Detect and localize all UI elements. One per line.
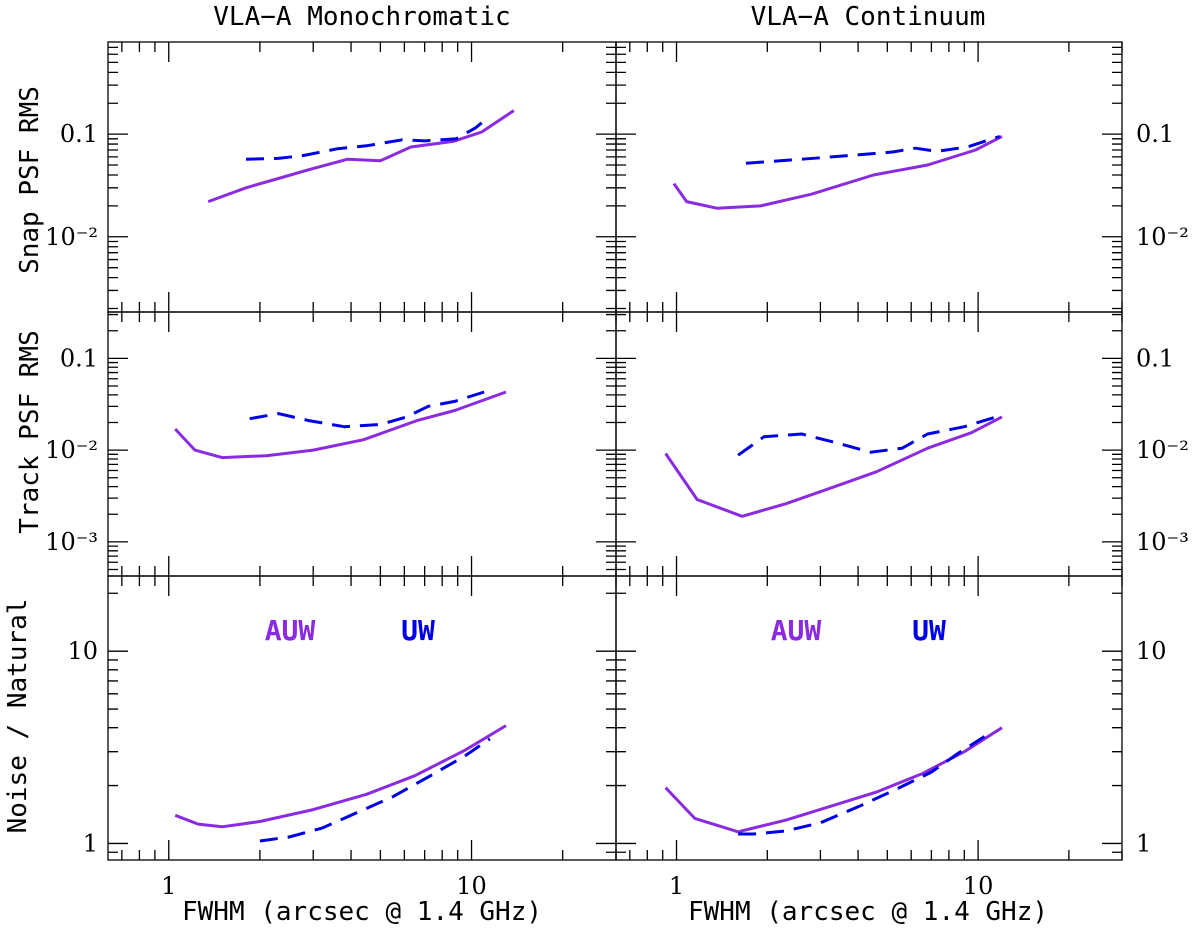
xlabel-right: FWHM (arcsec @ 1.4 GHz)	[688, 897, 1048, 927]
y-tick-label: 10	[1136, 637, 1167, 665]
legend-auw-right: AUW	[771, 614, 822, 647]
panel-snap-continuum: 10⁻² 0.1	[615, 41, 1189, 313]
legend-uw-right: UW	[912, 614, 946, 647]
y-tick-label: 0.1	[60, 344, 98, 372]
y-tick-label: 10⁻²	[1136, 436, 1189, 464]
x-tick-label: 1	[669, 872, 684, 900]
series-auw-line	[174, 390, 507, 460]
legend-auw-left: AUW	[265, 614, 316, 647]
y-tick-label: 10⁻²	[1136, 223, 1189, 251]
series-uw-line	[745, 134, 1001, 165]
y-tick-label: 10⁻²	[45, 436, 98, 464]
panel-track-monochromatic: 10⁻³ 10⁻² 0.1	[45, 311, 617, 577]
panel-noise-monochromatic: 1 10 1 10	[67, 575, 617, 900]
y-tick-label: 0.1	[60, 120, 98, 148]
series-auw-line	[174, 724, 507, 829]
ylabel-track: Track PSF RMS	[15, 330, 45, 534]
series-auw-line	[664, 415, 1003, 518]
x-tick-label: 10	[963, 872, 994, 900]
axis-ticks	[108, 42, 617, 312]
panel-frame	[615, 575, 1123, 861]
axis-ticks	[108, 576, 617, 860]
ylabel-noise: Noise / Natural	[3, 599, 33, 834]
title-continuum: VLA−A Continuum	[751, 2, 986, 32]
panel-frame	[107, 41, 617, 313]
xlabel-left: FWHM (arcsec @ 1.4 GHz)	[182, 897, 542, 927]
y-tick-label: 10⁻³	[1136, 528, 1189, 556]
y-tick-label: 10	[67, 637, 98, 665]
x-tick-label: 1	[161, 872, 176, 900]
y-tick-label: 10⁻³	[45, 528, 98, 556]
series-uw-line	[737, 413, 1003, 457]
y-tick-label: 10⁻²	[45, 223, 98, 251]
axis-ticks	[616, 312, 1123, 576]
series-uw-line	[245, 117, 488, 161]
axis-ticks	[616, 42, 1123, 312]
series-uw-line	[259, 737, 491, 843]
axis-ticks	[108, 312, 617, 576]
y-tick-label: 0.1	[1136, 120, 1174, 148]
series-uw-line	[249, 390, 485, 429]
ylabel-snap: Snap PSF RMS	[15, 86, 45, 274]
panel-snap-monochromatic: 10⁻² 0.1	[45, 41, 617, 313]
axis-ticks	[616, 576, 1123, 860]
panel-noise-continuum: 1 10 1 10	[615, 575, 1167, 900]
series-auw-line	[672, 135, 1003, 210]
y-tick-label: 0.1	[1136, 344, 1174, 372]
y-tick-label: 1	[1136, 829, 1151, 857]
panel-frame	[107, 311, 617, 577]
panel-frame	[615, 311, 1123, 577]
title-monochromatic: VLA−A Monochromatic	[213, 2, 510, 32]
panel-track-continuum: 10⁻³ 10⁻² 0.1	[615, 311, 1189, 577]
y-tick-label: 1	[83, 829, 98, 857]
series-auw-line	[207, 109, 515, 204]
series-uw-line	[738, 735, 986, 836]
legend-uw-left: UW	[401, 614, 435, 647]
x-tick-label: 10	[456, 872, 487, 900]
